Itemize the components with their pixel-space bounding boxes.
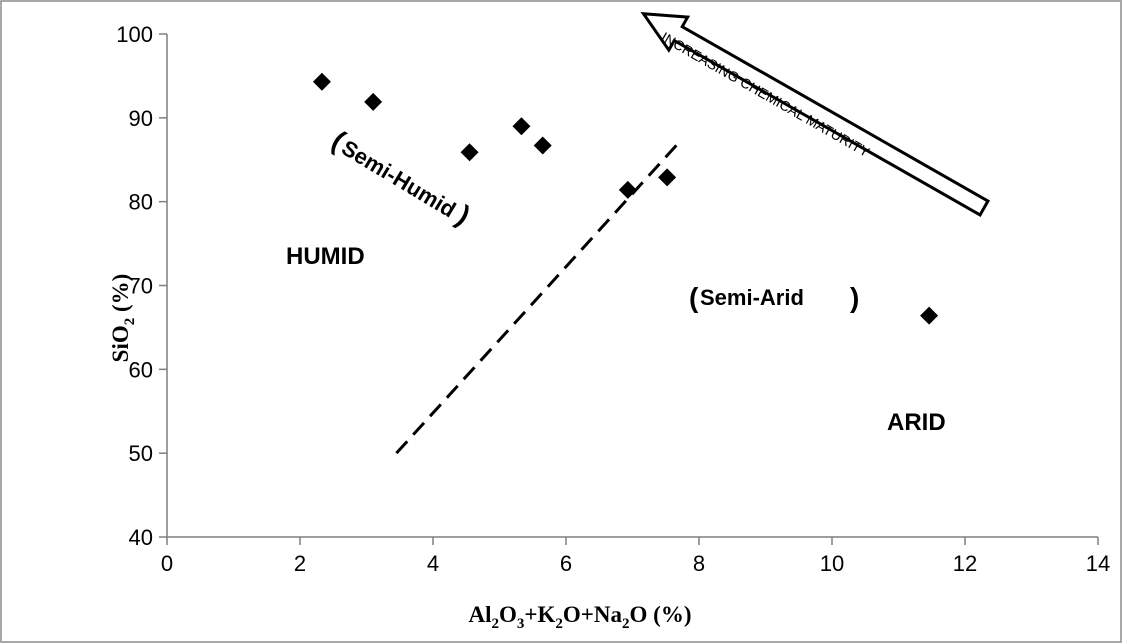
x-axis-title-part: Al <box>469 602 492 627</box>
y-tick-label: 40 <box>129 525 153 550</box>
data-point <box>533 136 552 155</box>
maturity-arrow-shape <box>640 12 991 217</box>
x-tick-label: 4 <box>427 551 439 576</box>
x-axis-title-subscript: 2 <box>555 616 563 632</box>
x-axis-title-subscript: 2 <box>622 616 630 632</box>
maturity-arrow <box>640 12 991 217</box>
y-tick-label: 50 <box>129 441 153 466</box>
region-label-humid: HUMID <box>286 243 365 270</box>
y-tick-label: 80 <box>129 190 153 215</box>
x-tick-label: 14 <box>1086 551 1110 576</box>
x-axis-title-part: O <box>499 602 517 627</box>
x-tick-label: 2 <box>294 551 306 576</box>
data-point <box>460 143 479 162</box>
data-points <box>312 72 939 325</box>
x-tick-label: 0 <box>161 551 173 576</box>
x-axis-title-part: O+Na <box>563 602 623 627</box>
data-point <box>512 117 531 136</box>
y-tick-label: 70 <box>129 274 153 299</box>
x-axis-title-part: +K <box>524 602 555 627</box>
x-tick-label: 10 <box>820 551 844 576</box>
semi-arid-open-paren: ( <box>689 282 699 313</box>
x-axis-title-subscript: 2 <box>492 616 500 632</box>
y-axis-title: SiO2 (%) <box>108 274 138 363</box>
data-point <box>312 72 331 91</box>
region-label-semi-arid: ( Semi-Arid ) <box>689 282 859 313</box>
ticks <box>159 33 1099 545</box>
x-axis-title-subscript: 3 <box>517 616 525 632</box>
region-label-arid: ARID <box>887 409 946 436</box>
semi-arid-label: Semi-Arid <box>700 285 804 310</box>
y-tick-label: 60 <box>129 357 153 382</box>
x-axis-title: Al2O3+K2O+Na2O (%) <box>469 602 692 632</box>
y-axis-title-part: (%) <box>108 274 133 318</box>
x-tick-label: 12 <box>953 551 977 576</box>
tick-labels: 0 2 4 6 8 10 12 14 40 50 60 70 80 90 100 <box>116 22 1110 576</box>
y-tick-label: 100 <box>116 22 153 47</box>
y-axis-title-part: SiO <box>108 325 133 362</box>
x-tick-label: 6 <box>560 551 572 576</box>
x-tick-label: 8 <box>693 551 705 576</box>
y-tick-label: 90 <box>129 106 153 131</box>
y-axis-title-subscript: 2 <box>122 318 138 326</box>
semi-arid-close-paren: ) <box>850 282 859 313</box>
data-point <box>658 168 677 187</box>
data-point <box>920 306 939 325</box>
data-point <box>618 180 637 199</box>
data-point <box>364 92 383 111</box>
x-axis-title-part: O (%) <box>630 602 692 627</box>
